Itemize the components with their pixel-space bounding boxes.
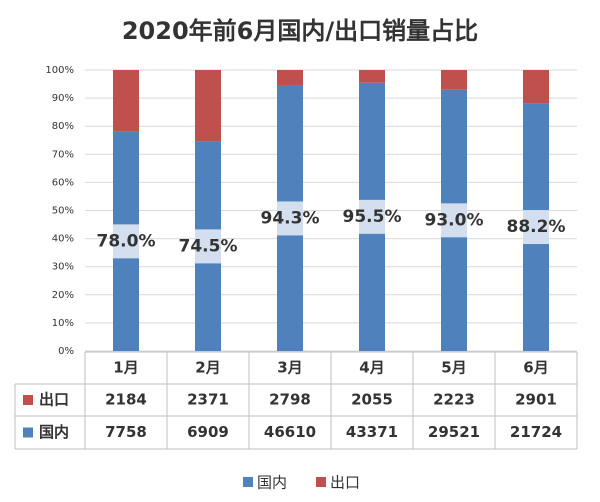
y-tick-label: 40% [52, 234, 74, 245]
x-tick-label: 2月 [195, 359, 220, 377]
y-tick-label: 90% [52, 93, 74, 104]
y-tick-label: 60% [52, 177, 74, 188]
table-value: 29521 [428, 423, 480, 441]
table-row-label: 国内 [39, 423, 69, 441]
table-legend-swatch [23, 427, 33, 438]
table-value: 2184 [105, 391, 147, 409]
chart-title: 2020年前6月国内/出口销量占比 [122, 17, 478, 45]
data-label: 95.5% [343, 207, 402, 227]
legend-label: 国内 [257, 474, 287, 492]
label-box [523, 210, 549, 245]
y-tick-label: 30% [52, 262, 74, 273]
table-value: 21724 [510, 423, 562, 441]
label-box [277, 201, 303, 236]
table-value: 6909 [187, 423, 229, 441]
y-tick-label: 50% [52, 206, 74, 217]
data-label: 88.2% [507, 217, 566, 237]
bar-segment [113, 70, 139, 132]
data-label: 74.5% [179, 236, 238, 256]
label-box [441, 203, 467, 238]
x-tick-label: 1月 [113, 359, 138, 377]
bar-segment [195, 70, 221, 142]
table-value: 46610 [264, 423, 316, 441]
label-box [359, 199, 385, 234]
data-label: 78.0% [97, 231, 156, 251]
table-row-label: 出口 [39, 391, 69, 409]
label-box [195, 229, 221, 264]
bar-segment [359, 70, 385, 83]
bar-segment [441, 70, 467, 90]
table-value: 2223 [433, 391, 475, 409]
table-value: 7758 [105, 423, 147, 441]
data-label: 94.3% [261, 208, 320, 228]
data-label: 93.0% [425, 210, 484, 230]
y-tick-label: 80% [52, 121, 74, 132]
x-tick-label: 5月 [441, 359, 466, 377]
legend-swatch [316, 477, 326, 487]
y-tick-label: 20% [52, 290, 74, 301]
bar-segment [523, 70, 549, 104]
y-tick-label: 10% [52, 318, 74, 329]
table-value: 2371 [187, 391, 229, 409]
legend-swatch [243, 477, 253, 487]
x-tick-label: 6月 [523, 359, 548, 377]
table-value: 2055 [351, 391, 393, 409]
x-tick-label: 4月 [359, 359, 384, 377]
y-tick-label: 100% [45, 65, 74, 76]
table-value: 43371 [346, 423, 398, 441]
y-tick-label: 70% [52, 149, 74, 160]
legend-label: 出口 [330, 474, 360, 492]
label-box [113, 224, 139, 259]
y-tick-label: 0% [58, 346, 74, 357]
table-legend-swatch [23, 395, 33, 405]
table-value: 2901 [515, 391, 557, 409]
bar-segment [277, 70, 303, 86]
table-value: 2798 [269, 391, 311, 409]
x-tick-label: 3月 [277, 359, 302, 377]
